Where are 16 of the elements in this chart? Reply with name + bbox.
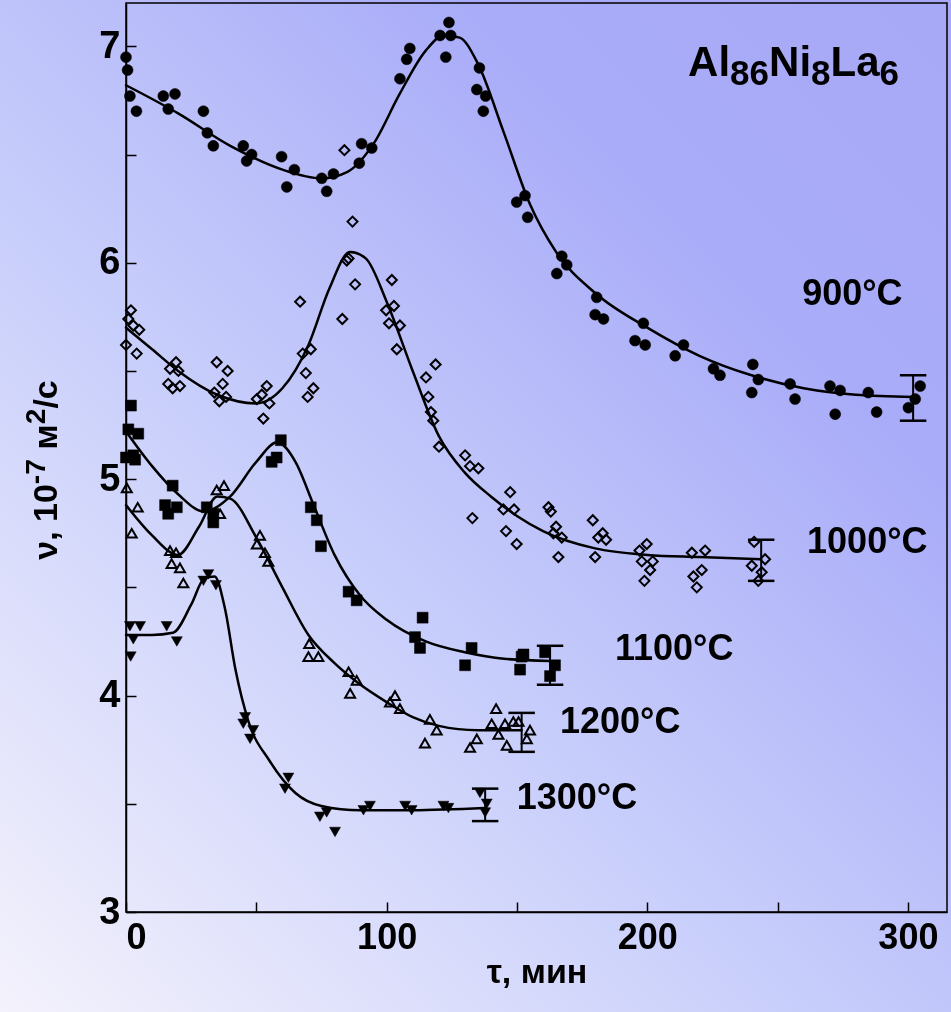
series-label: 1100°C	[615, 627, 734, 669]
x-tick-label: 100	[357, 915, 418, 957]
series-label: 900°C	[802, 272, 903, 314]
y-tick-label: 3	[99, 889, 121, 932]
y-tick-label: 7	[99, 23, 121, 66]
x-axis-title: τ, мин	[486, 951, 588, 990]
y-tick-label: 5	[99, 456, 121, 499]
x-tick-label: 200	[617, 915, 678, 957]
x-tick-label: 0	[126, 915, 147, 957]
series-label: 1200°C	[559, 700, 681, 742]
y-tick-label: 6	[99, 240, 121, 283]
y-tick-label: 4	[99, 673, 121, 716]
series-label: 1300°C	[516, 775, 638, 817]
x-tick-label: 300	[878, 915, 939, 957]
series-label: 1000°C	[807, 520, 928, 562]
annotation: Al$_{86}$Ni$_{8}$La$_{6}$	[688, 38, 899, 94]
